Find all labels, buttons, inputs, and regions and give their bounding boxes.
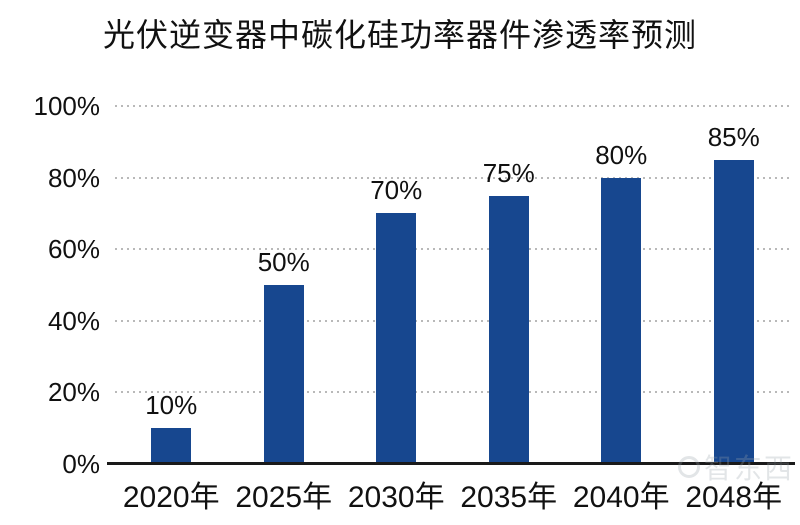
bar-value-label-2030年: 70% <box>370 175 423 206</box>
bar-value-label-2040年: 80% <box>595 139 648 170</box>
bar-value-label-2048年: 85% <box>707 121 760 152</box>
bar-2035年 <box>488 195 529 464</box>
x-tick-label-2035年: 2035年 <box>460 481 558 514</box>
x-axis-line <box>107 462 795 465</box>
x-tick-label-2048年: 2048年 <box>685 481 783 514</box>
y-tick-label-60pct: 60% <box>47 234 100 265</box>
y-tick-label-80pct: 80% <box>47 162 100 193</box>
bar-2020年 <box>151 428 192 464</box>
x-tick-label-2040年: 2040年 <box>572 481 670 514</box>
gridline-40 <box>115 319 790 322</box>
gridline-100 <box>115 105 790 107</box>
bar-value-label-2020年: 10% <box>145 390 198 421</box>
gridline-80 <box>115 176 790 179</box>
x-tick-label-2025年: 2025年 <box>235 481 333 514</box>
x-tick-label-2030年: 2030年 <box>347 481 445 514</box>
gridline-20 <box>115 391 790 394</box>
plot-area: 10% 50% 70% 75% 80% 85% <box>115 105 790 464</box>
y-tick-label-0pct: 0% <box>62 449 100 479</box>
bar-2040年 <box>601 177 642 464</box>
bar-2048年 <box>713 159 754 464</box>
x-tick-label-2020年: 2020年 <box>122 481 220 514</box>
bar-2030年 <box>376 213 417 464</box>
bar-value-label-2025年: 50% <box>257 247 310 277</box>
y-tick-label-40pct: 40% <box>47 305 100 336</box>
chart-title: 光伏逆变器中碳化硅功率器件渗透率预测 <box>102 17 697 53</box>
gridline-60 <box>115 248 790 251</box>
y-tick-label-100pct: 100% <box>33 91 101 121</box>
bar-2025年 <box>263 285 304 464</box>
y-tick-label-20pct: 20% <box>47 377 100 408</box>
bar-value-label-2035年: 75% <box>482 157 535 188</box>
